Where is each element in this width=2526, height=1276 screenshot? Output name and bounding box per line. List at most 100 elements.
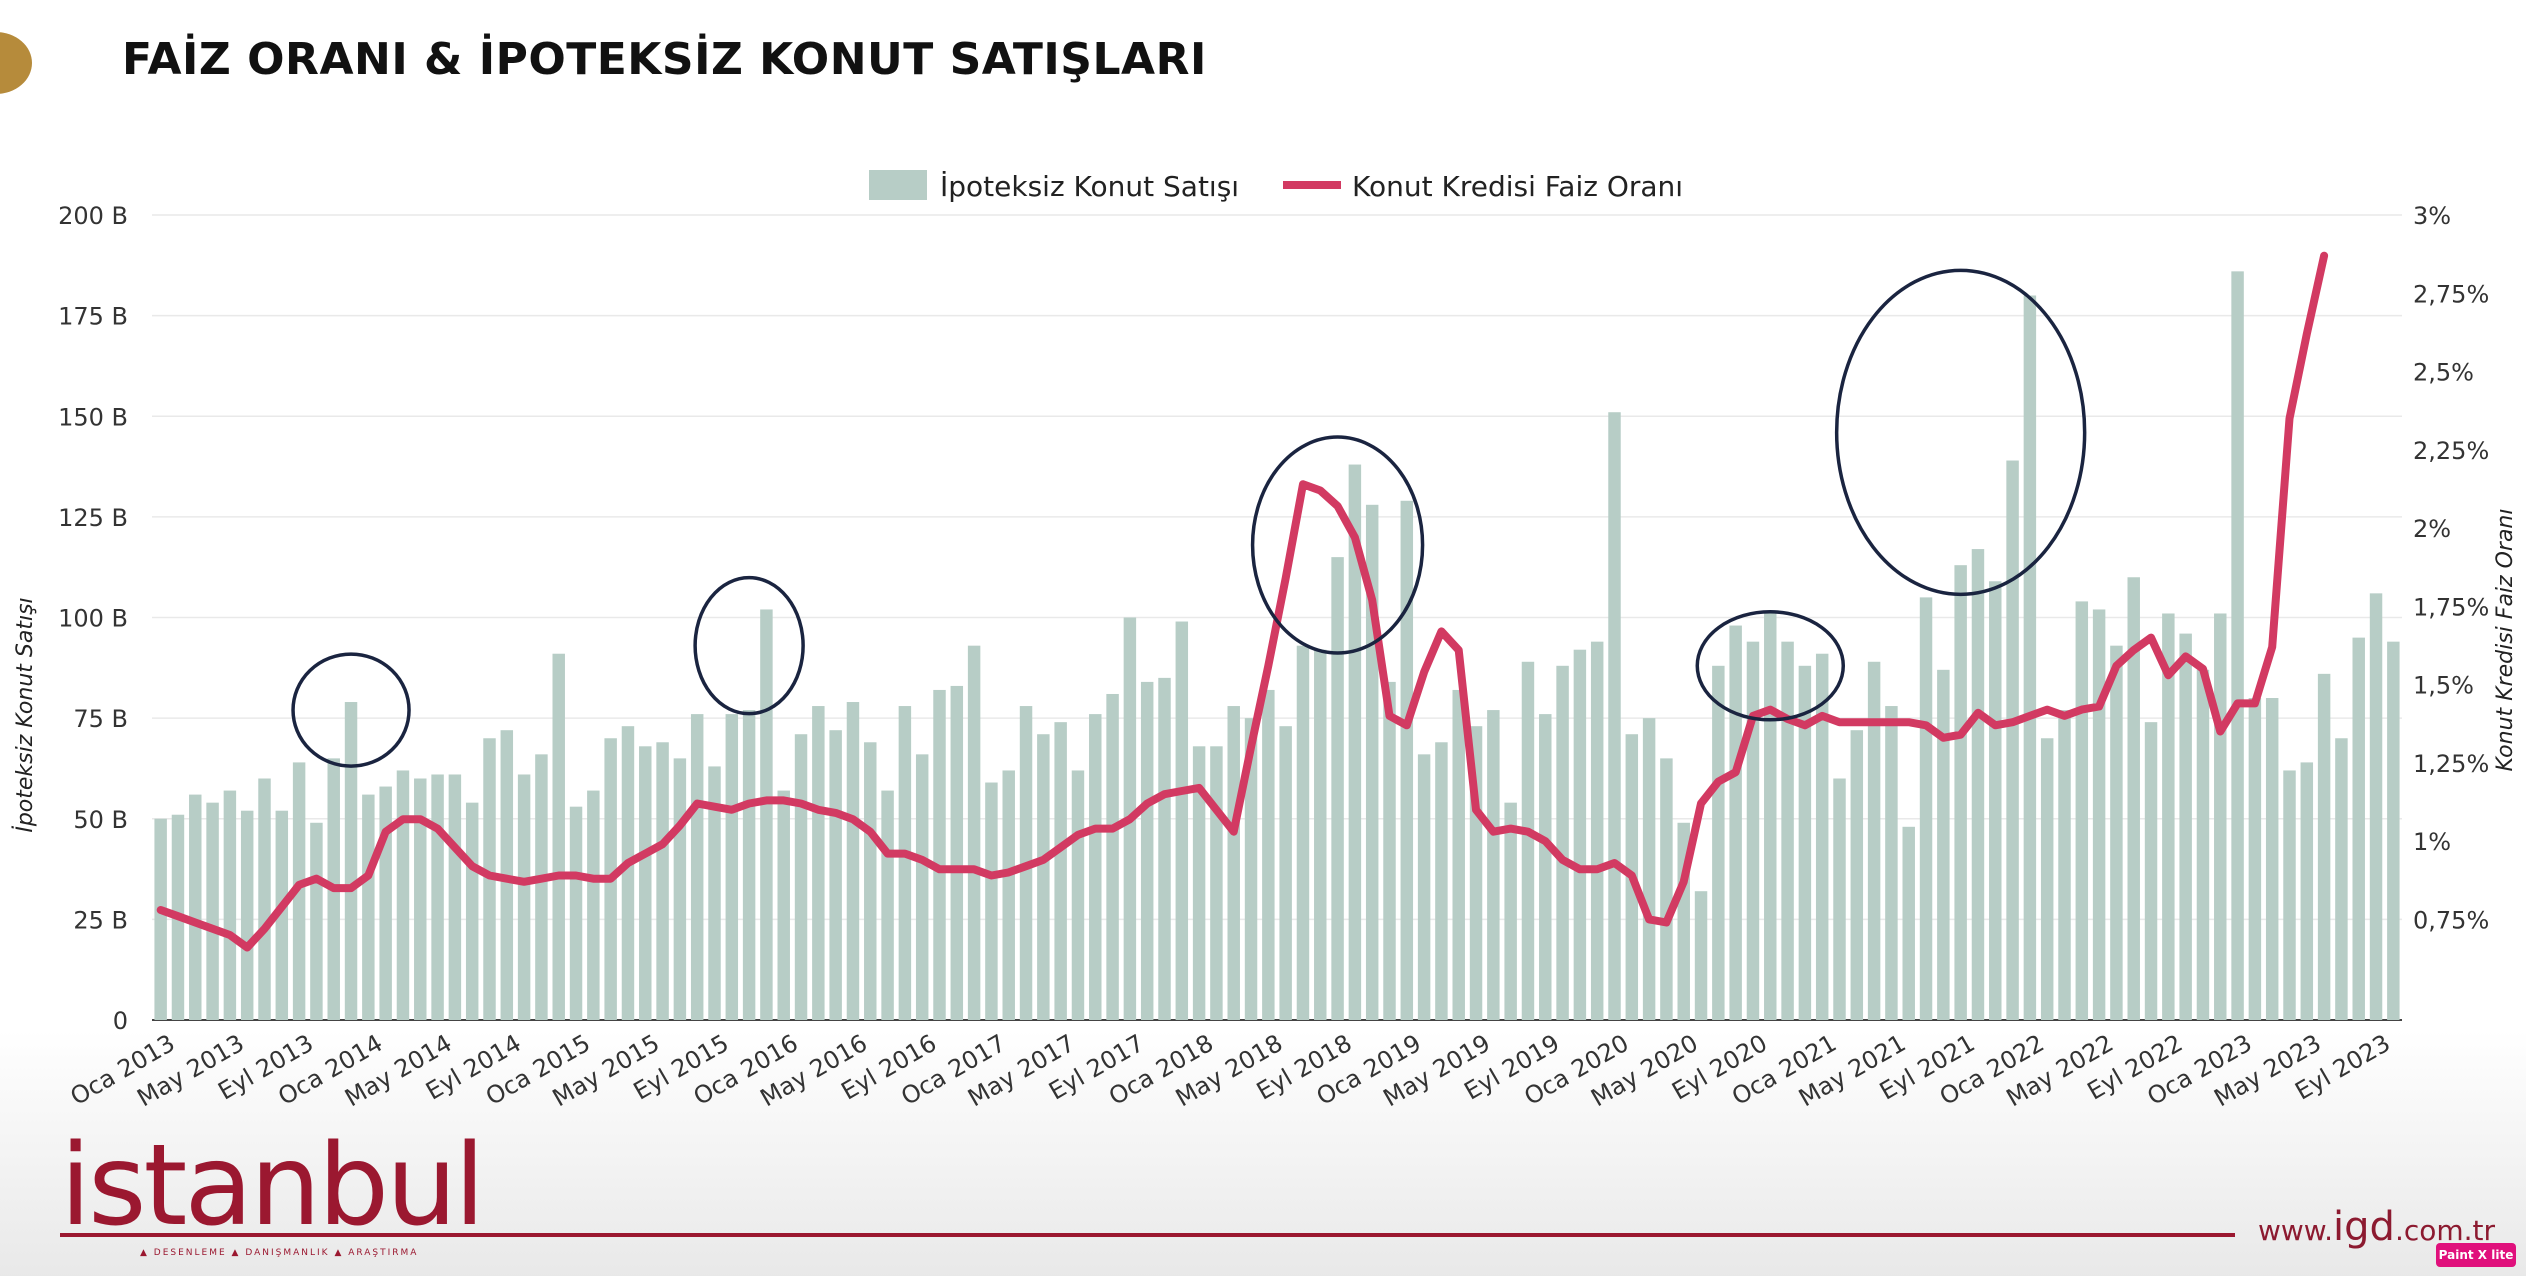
bar bbox=[2283, 770, 2296, 1020]
bar bbox=[396, 770, 410, 1020]
y2-tick-label: 1,75% bbox=[2413, 593, 2489, 621]
bar bbox=[1417, 754, 1431, 1020]
bar bbox=[154, 818, 167, 1020]
bar bbox=[1106, 693, 1119, 1020]
bar bbox=[1781, 641, 1794, 1020]
bar bbox=[1815, 653, 1829, 1020]
bar bbox=[1175, 621, 1189, 1020]
bar bbox=[777, 790, 790, 1020]
bar bbox=[1937, 669, 1950, 1020]
bar bbox=[1192, 746, 1206, 1020]
bar bbox=[1279, 726, 1292, 1020]
bar bbox=[1989, 581, 2002, 1020]
bar bbox=[569, 806, 583, 1020]
bar bbox=[2248, 698, 2262, 1020]
bar bbox=[1140, 681, 1154, 1020]
y-tick-label: 125 B bbox=[58, 504, 128, 532]
bar bbox=[1400, 500, 1414, 1020]
bar bbox=[1954, 565, 1967, 1020]
bar bbox=[2265, 698, 2279, 1020]
bar bbox=[1487, 710, 1500, 1020]
bar bbox=[1383, 681, 1396, 1020]
bar bbox=[2023, 295, 2037, 1020]
bar bbox=[985, 782, 998, 1020]
bar bbox=[1556, 665, 1569, 1020]
bar bbox=[950, 685, 964, 1020]
bar bbox=[517, 774, 531, 1020]
bar bbox=[829, 730, 842, 1020]
y-tick-label: 200 B bbox=[58, 202, 128, 230]
bar bbox=[1002, 770, 1015, 1020]
bar bbox=[846, 702, 860, 1020]
highlight-circle bbox=[1250, 435, 1425, 655]
logo-wordmark: istanbul bbox=[60, 1121, 485, 1251]
istanbul-logo: istanbul ▲ DESENLEME ▲ DANIŞMANLIK ▲ ARA… bbox=[60, 1121, 485, 1258]
bar bbox=[2387, 641, 2400, 1020]
bar bbox=[1608, 412, 1621, 1021]
bar bbox=[1452, 689, 1465, 1020]
highlight-circle bbox=[1834, 268, 2087, 597]
bar bbox=[2335, 738, 2348, 1020]
line-series-interest-rate bbox=[156, 251, 2329, 952]
bar bbox=[310, 822, 323, 1020]
bar bbox=[725, 714, 739, 1020]
bar bbox=[1262, 689, 1275, 1020]
bar bbox=[258, 778, 271, 1020]
bar bbox=[1210, 746, 1223, 1020]
bar bbox=[967, 645, 981, 1020]
y-tick-label: 0 bbox=[113, 1007, 128, 1035]
bar bbox=[1833, 778, 1846, 1020]
bar bbox=[621, 726, 635, 1020]
bar bbox=[240, 810, 254, 1020]
bar bbox=[1504, 802, 1517, 1020]
bar bbox=[2040, 738, 2054, 1020]
legend-swatch-bars bbox=[869, 170, 927, 200]
bar bbox=[189, 794, 202, 1020]
y2-tick-label: 3% bbox=[2413, 202, 2451, 230]
bar bbox=[2092, 609, 2106, 1020]
bar bbox=[2058, 710, 2071, 1020]
bar bbox=[362, 794, 375, 1020]
highlight-circle bbox=[291, 652, 411, 768]
highlight-circles bbox=[291, 268, 2087, 768]
y2-tick-label: 2,5% bbox=[2413, 359, 2474, 387]
y2-tick-label: 0,75% bbox=[2413, 906, 2489, 934]
y-tick-label: 175 B bbox=[58, 303, 128, 331]
bar bbox=[2127, 577, 2140, 1020]
y-axis-left: 0 25 B 50 B 75 B 100 B 125 B 150 B 175 B 200 B bbox=[58, 202, 128, 1035]
bar bbox=[864, 742, 877, 1020]
bar bbox=[794, 734, 808, 1020]
y-tick-label: 25 B bbox=[73, 906, 128, 934]
bar bbox=[448, 774, 462, 1020]
y2-axis-label: Konut Kredisi Faiz Oranı bbox=[2493, 509, 2518, 772]
bar bbox=[1885, 706, 1898, 1020]
bar bbox=[1037, 734, 1050, 1020]
bar bbox=[656, 742, 669, 1020]
website-main: igd bbox=[2333, 1204, 2395, 1250]
bar bbox=[2214, 613, 2227, 1020]
bar bbox=[535, 754, 548, 1020]
y-tick-label: 75 B bbox=[73, 705, 128, 733]
website-link[interactable]: www.igd.com.tr bbox=[2258, 1204, 2495, 1250]
bar bbox=[1158, 677, 1171, 1020]
bar bbox=[1867, 661, 1881, 1020]
y-tick-label: 150 B bbox=[58, 403, 128, 431]
bar bbox=[2317, 673, 2331, 1020]
logo-tagline: ▲ DESENLEME ▲ DANIŞMANLIK ▲ ARAŞTIRMA bbox=[140, 1248, 419, 1258]
bar bbox=[465, 802, 479, 1020]
y2-tick-label: 2,25% bbox=[2413, 437, 2489, 465]
bar bbox=[206, 802, 219, 1020]
bar bbox=[2300, 762, 2314, 1020]
bar bbox=[1054, 722, 1067, 1020]
bar bbox=[1521, 661, 1535, 1020]
bar bbox=[414, 778, 427, 1020]
bar bbox=[1348, 464, 1362, 1020]
y2-tick-label: 1,25% bbox=[2413, 750, 2489, 778]
bar bbox=[1850, 730, 1864, 1020]
bar bbox=[690, 714, 704, 1020]
bar bbox=[1764, 613, 1777, 1020]
bar bbox=[2075, 601, 2089, 1020]
bar bbox=[1314, 649, 1327, 1020]
bar bbox=[223, 790, 237, 1020]
